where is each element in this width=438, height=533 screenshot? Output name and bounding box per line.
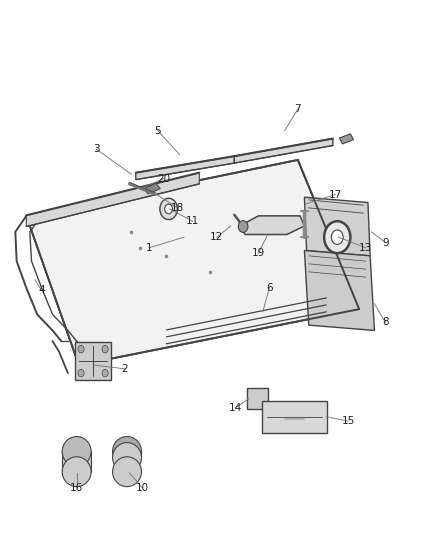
Polygon shape (120, 457, 134, 472)
Text: 15: 15 (342, 416, 355, 426)
Circle shape (331, 230, 343, 244)
Text: 17: 17 (328, 190, 342, 199)
Circle shape (160, 198, 177, 220)
Text: 1: 1 (145, 243, 152, 253)
Ellipse shape (113, 437, 141, 466)
FancyBboxPatch shape (262, 401, 327, 433)
Polygon shape (339, 134, 353, 144)
Polygon shape (234, 139, 333, 163)
Ellipse shape (113, 457, 141, 487)
Polygon shape (26, 160, 359, 365)
Polygon shape (144, 183, 160, 194)
Circle shape (165, 204, 173, 214)
Text: 3: 3 (93, 144, 100, 154)
Text: 4: 4 (38, 286, 45, 295)
Circle shape (102, 369, 108, 377)
Polygon shape (26, 173, 199, 227)
Polygon shape (304, 197, 370, 256)
Polygon shape (62, 451, 91, 472)
Text: 6: 6 (266, 283, 273, 293)
Text: 5: 5 (154, 126, 161, 135)
Polygon shape (239, 216, 304, 235)
Circle shape (102, 345, 108, 353)
Polygon shape (136, 156, 234, 180)
Text: 2: 2 (121, 364, 128, 374)
FancyBboxPatch shape (247, 388, 268, 409)
Ellipse shape (62, 457, 91, 487)
Text: 20: 20 (158, 174, 171, 183)
Text: 16: 16 (70, 483, 83, 492)
Text: 13: 13 (359, 243, 372, 253)
Ellipse shape (113, 442, 141, 472)
Text: 10: 10 (136, 483, 149, 492)
Text: 14: 14 (229, 403, 242, 413)
Circle shape (324, 221, 350, 253)
FancyBboxPatch shape (75, 342, 111, 380)
Text: 7: 7 (294, 104, 301, 114)
Circle shape (78, 345, 84, 353)
Circle shape (78, 369, 84, 377)
Text: 9: 9 (382, 238, 389, 247)
Text: 12: 12 (210, 232, 223, 242)
Ellipse shape (62, 437, 91, 466)
Text: 18: 18 (171, 203, 184, 213)
Circle shape (238, 221, 248, 232)
Text: 19: 19 (252, 248, 265, 258)
Text: 11: 11 (186, 216, 199, 226)
Text: 8: 8 (382, 318, 389, 327)
Polygon shape (113, 451, 141, 457)
Polygon shape (304, 251, 374, 330)
